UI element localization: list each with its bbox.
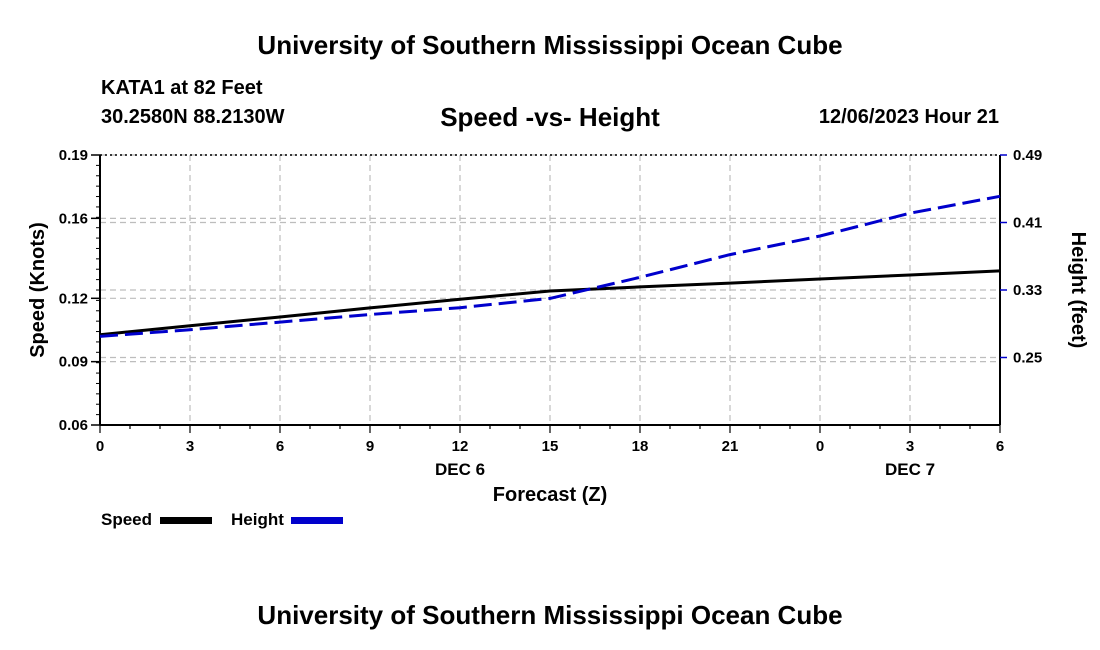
x-tick-label: 12: [452, 438, 469, 455]
x-day-label: DEC 7: [885, 460, 935, 479]
y-axis-title: Speed (Knots): [27, 222, 49, 358]
x-tick-label: 6: [996, 438, 1004, 455]
y-tick-label: 0.06: [59, 417, 88, 434]
x-tick-label: 21: [722, 438, 739, 455]
y2-tick-label: 0.41: [1013, 215, 1042, 232]
x-day-label: DEC 6: [435, 460, 485, 479]
speed-series-line: [99, 269, 1001, 337]
page-title: University of Southern Mississippi Ocean…: [257, 30, 843, 60]
forecast-datetime: 12/06/2023 Hour 21: [818, 106, 999, 128]
legend-swatch-speed: [160, 517, 212, 524]
x-axis-title: Forecast (Z): [493, 484, 607, 506]
station-label: KATA1 at 82 Feet: [101, 77, 263, 99]
y2-axis-title: Height (feet): [1067, 232, 1089, 349]
y-tick-label: 0.09: [59, 354, 88, 371]
y2-tick-label: 0.33: [1013, 282, 1042, 299]
x-tick-label: 3: [186, 438, 194, 455]
x-tick-label: 18: [632, 438, 649, 455]
x-tick-label: 15: [542, 438, 559, 455]
y2-tick-label: 0.25: [1013, 350, 1042, 367]
legend-label-speed: Speed: [101, 510, 152, 529]
y-tick-label: 0.12: [59, 290, 88, 307]
y2-tick-label: 0.49: [1013, 147, 1042, 164]
x-tick-label: 9: [366, 438, 374, 455]
x-tick-label: 0: [816, 438, 824, 455]
y-tick-label: 0.16: [59, 210, 88, 227]
x-tick-label: 0: [96, 438, 104, 455]
legend-swatch-height: [291, 517, 343, 524]
legend-label-height: Height: [231, 510, 284, 529]
height-series-line: [99, 194, 1001, 338]
x-tick-label: 6: [276, 438, 284, 455]
x-tick-label: 3: [906, 438, 914, 455]
footer-title: University of Southern Mississippi Ocean…: [257, 600, 843, 630]
chart-title: Speed -vs- Height: [440, 102, 660, 132]
station-coordinates: 30.2580N 88.2130W: [101, 106, 285, 128]
y-tick-label: 0.19: [59, 147, 88, 164]
